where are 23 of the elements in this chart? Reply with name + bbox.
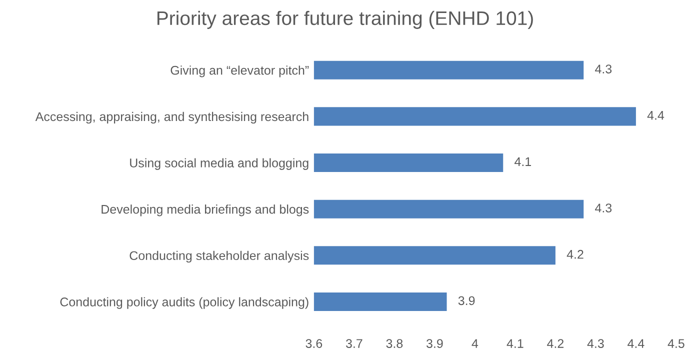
y-tick-label: Accessing, appraising, and synthesising research xyxy=(35,112,308,124)
x-tick-label: 4.2 xyxy=(547,339,564,348)
x-tick-label: 4.1 xyxy=(506,339,524,348)
y-tick-label: Conducting policy audits (policy landscaping) xyxy=(60,297,308,309)
data-label: 4.1 xyxy=(514,157,532,166)
x-tick-label: 4.4 xyxy=(628,339,644,348)
x-tick-label: 3.7 xyxy=(346,339,362,348)
x-tick-label: 4.3 xyxy=(587,339,604,348)
data-label: 4.2 xyxy=(566,250,584,259)
data-label: 4.3 xyxy=(595,64,612,74)
x-tick-label: 4 xyxy=(472,339,478,348)
x-tick-label: 3.8 xyxy=(386,339,403,348)
chart-title: Priority areas for future training (ENHD 101) xyxy=(157,10,533,29)
y-tick-label: Giving an “elevator pitch” xyxy=(170,66,309,78)
y-tick-label: Using social media and blogging xyxy=(130,158,308,170)
data-label: 4.3 xyxy=(595,204,612,212)
y-tick-label: Conducting stakeholder analysis xyxy=(130,250,309,263)
y-tick-label: Developing media briefings and blogs xyxy=(102,204,309,216)
x-tick-label: 3.6 xyxy=(306,339,322,348)
data-label: 4.4 xyxy=(647,111,664,120)
x-tick-label: 4.5 xyxy=(668,339,684,348)
data-label: 3.9 xyxy=(458,296,475,306)
x-tick-label: 3.9 xyxy=(426,339,443,348)
